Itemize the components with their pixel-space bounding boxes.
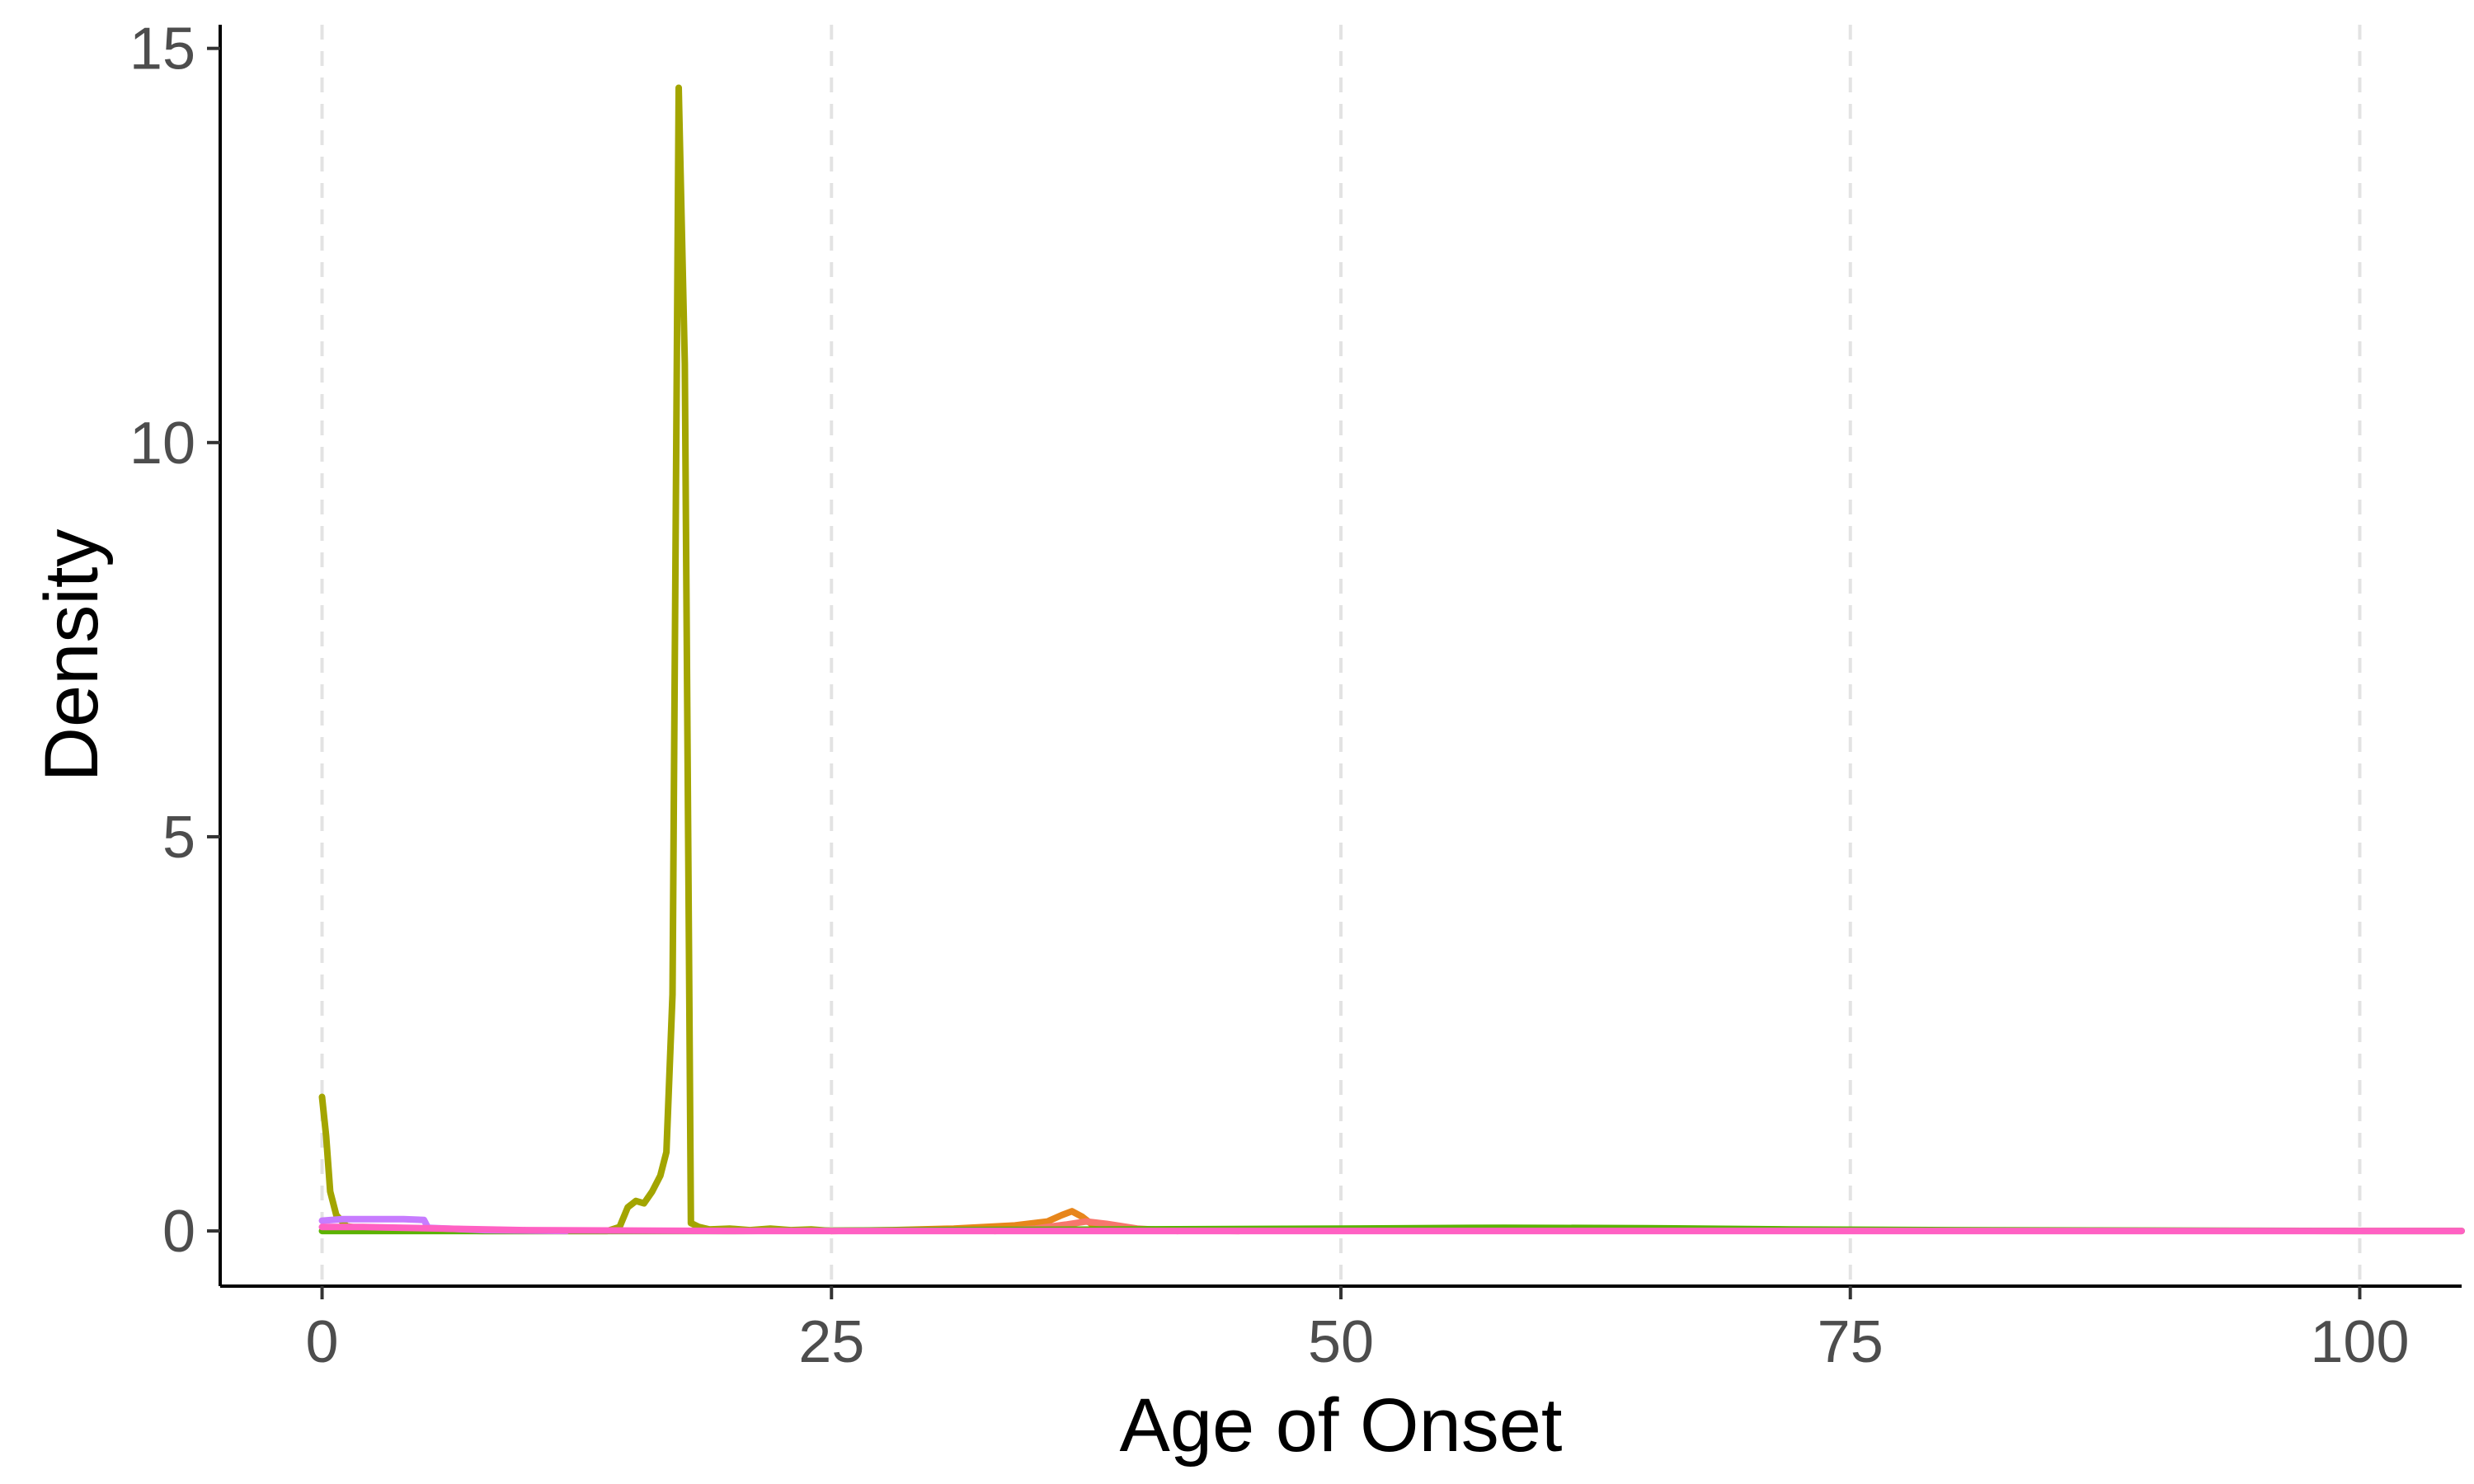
y-tick-label: 15 (129, 16, 195, 82)
y-tick-label: 10 (129, 411, 195, 477)
density-series-line (318, 1223, 2465, 1235)
series-layer (318, 84, 2465, 1235)
x-tick-label: 100 (2310, 1309, 2409, 1375)
x-axis-title: Age of Onset (1120, 1383, 1563, 1468)
y-tick-label: 5 (162, 805, 195, 871)
density-series-line (318, 84, 835, 1235)
x-tick-label: 75 (1818, 1309, 1884, 1375)
x-tick-label: 0 (306, 1309, 339, 1375)
y-tick-label: 0 (162, 1199, 195, 1265)
x-tick-label: 25 (798, 1309, 864, 1375)
y-axis-title: Density (30, 529, 114, 782)
grid-layer (320, 25, 2362, 1286)
x-tick-label: 50 (1308, 1309, 1374, 1375)
tick-layer: 0 25 50 75 100 0 5 10 15 (129, 16, 2410, 1375)
